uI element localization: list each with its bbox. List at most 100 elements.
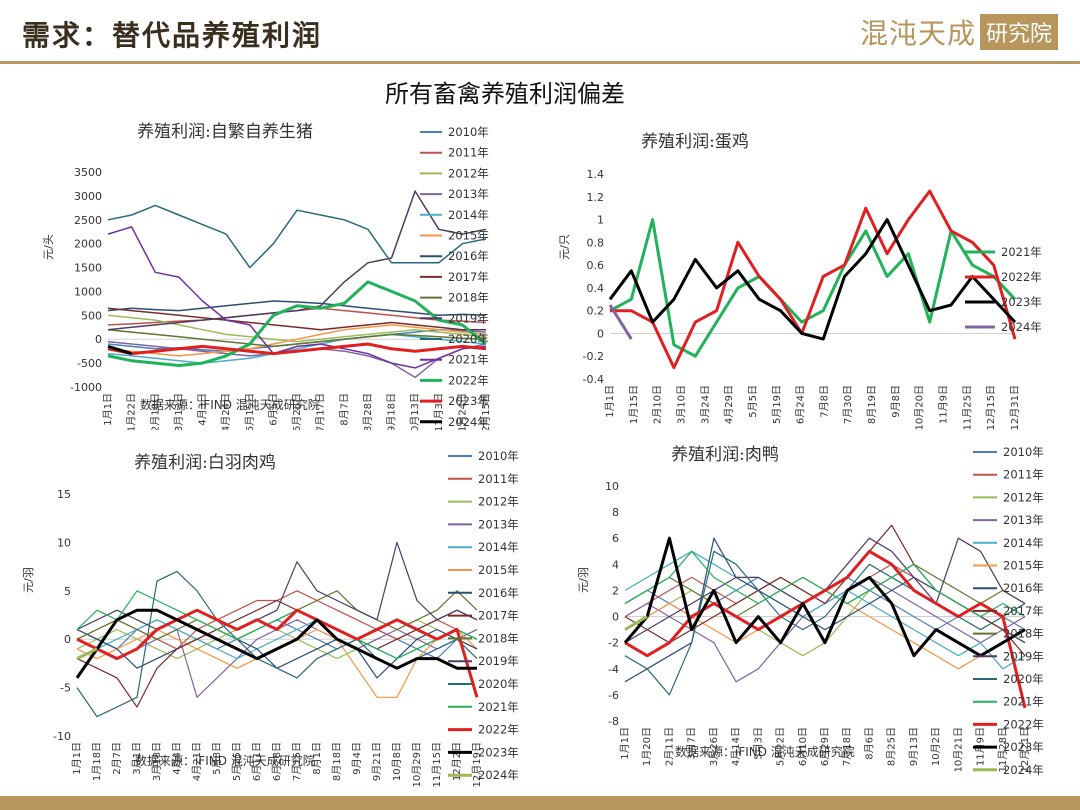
y-tick-label: -8 [608,715,619,728]
legend-entry: 2010年 [1003,445,1044,459]
legend-entry: 2021年 [478,700,519,714]
x-tick-label: 2月7日 [111,742,123,775]
x-tick-label: 6月29日 [819,727,831,766]
series-line [76,590,478,640]
y-tick-label: -6 [608,689,619,702]
legend-entry: 2021年 [1001,245,1042,259]
series-line [76,590,478,660]
y-tick-label: 0 [95,333,102,346]
series-line [107,344,133,356]
x-tick-label: 10月2日 [930,727,942,766]
y-tick-label: 0 [64,633,71,646]
y-tick-label: 3000 [74,190,102,203]
x-tick-label: 7月8日 [818,385,830,418]
x-tick-label: 1月20日 [641,727,653,766]
x-tick-label: 7月15日 [291,742,303,781]
series-line [107,190,487,331]
y-tick-label: 15 [57,488,71,501]
series-line [624,615,648,631]
legend-entry: 2011年 [478,472,519,486]
y-tick-label: 0.2 [587,305,605,318]
legend-entry: 2024年 [1003,763,1044,777]
y-tick-label: 2500 [74,214,102,227]
chart-egg-svg: 养殖利润:蛋鸡元/只 -0.4 -0.2 0 0.2 0.4 0.6 0.8 1 1.2 1.4 1月… [558,132,1042,430]
x-tick-label: 5月5日 [747,385,759,418]
x-tick-label: 8月28日 [362,393,374,430]
x-tick-label: 7月17日 [315,393,327,430]
legend-entry: 2023年 [448,394,489,408]
y-tick-label: 1000 [74,285,102,298]
legend-entry: 2022年 [478,723,519,737]
y-tick-label: -4 [608,663,619,676]
x-tick-label: 1月1日 [604,385,616,418]
legend-entry: 2012年 [1003,490,1044,504]
x-tick-label: 4月24日 [220,393,232,430]
chart-duck-svg: 养殖利润:肉鸭元/羽 -8 -6 -4 -2 0 2 4 6 8 10 1月1日 1月20日 2月11日 3… [577,445,1044,777]
x-tick-label: 1月18日 [91,742,103,781]
legend-entry: 2019年 [478,654,519,668]
source-note: 数据来源：iFIND 混沌天成研究院 [135,753,315,768]
source-note: 数据来源：iFIND 混沌天成研究院 [675,744,855,759]
y-axis-label: 元/头 [42,234,55,260]
legend-entry: 2017年 [448,270,489,284]
x-tick-label: 1月1日 [619,727,631,760]
x-tick-label: 5月25日 [231,742,243,781]
y-tick-label: 8 [612,506,619,519]
header-divider [0,61,1080,64]
legend-entry: 2010年 [478,449,519,463]
legend-entry: 2020年 [478,677,519,691]
y-tick-label: 1.4 [587,168,605,181]
x-tick-label: 3月10日 [675,385,687,424]
x-tick-label: 8月6日 [863,727,875,760]
series-line [107,226,487,369]
header: 需求：替代品养殖利润 混沌天成 研究院 [0,0,1080,64]
x-tick-label: 8月18日 [331,742,343,781]
x-tick-label: 9月18日 [386,393,398,430]
x-tick-label: 1月22日 [126,393,138,430]
y-tick-label: 3500 [74,166,102,179]
x-tick-label: 2月10日 [652,385,664,424]
x-tick-label: 11月28日 [997,727,1009,772]
x-tick-label: 8月1日 [311,742,323,775]
y-tick-label: -10 [53,730,71,743]
series-line [610,189,1017,370]
legend-entry: 2014年 [1003,536,1044,550]
chart-title: 养殖利润:蛋鸡 [641,132,749,152]
x-tick-label: 2月11日 [663,727,675,766]
series-line [623,536,1026,658]
x-tick-label: 11月25日 [961,385,973,430]
legend-entry: 2020年 [448,332,489,346]
y-tick-label: 10 [57,536,71,549]
series-line [76,599,478,708]
legend-entry: 2023年 [478,745,519,759]
series-line [76,608,479,698]
y-tick-label: 5 [64,585,71,598]
x-tick-label: 1月1日 [71,742,83,775]
series-line [608,218,1017,341]
legend-entry: 2016年 [1003,581,1044,595]
legend-entry: 2022年 [1003,717,1044,731]
y-axis-label: 元/羽 [577,567,590,593]
y-tick-label: -0.2 [583,350,604,363]
series-line [107,342,487,356]
legend-entry: 2016年 [448,249,489,263]
x-tick-label: 3月18日 [151,742,163,781]
y-tick-label: 0.4 [587,282,605,295]
x-tick-label: 10月13日 [409,393,421,430]
x-tick-label: 6月28日 [271,742,283,781]
x-tick-label: 9月21日 [371,742,383,781]
y-tick-label: 4 [612,558,619,571]
legend-entry: 2022年 [448,373,489,387]
y-tick-label: 2000 [74,238,102,251]
legend-entry: 2016年 [478,586,519,600]
series-line [76,647,98,660]
logo-text: 混沌天成 [859,17,976,50]
legend-entry: 2021年 [1003,695,1044,709]
x-tick-label: 5月15日 [244,393,256,430]
x-tick-label: 10月20日 [914,385,926,430]
y-tick-label: 1 [597,214,604,227]
y-tick-label: 2 [612,584,619,597]
legend-entry: 2014年 [478,540,519,554]
x-tick-label: 4月29日 [723,385,735,424]
source-note: 数据来源：iFIND 混沌天成研究院 [140,397,320,412]
